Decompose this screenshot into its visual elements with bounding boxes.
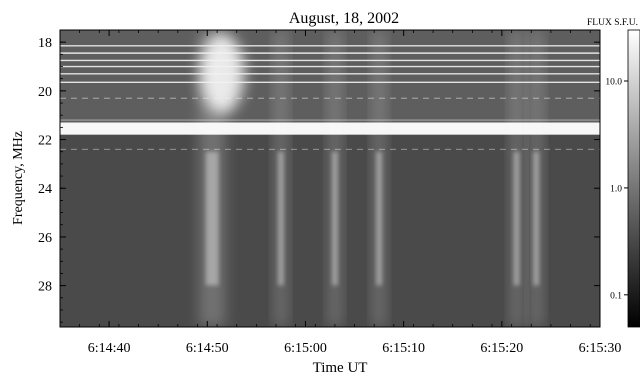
y-axis-label: Frequency, MHz (11, 131, 26, 225)
plot-frame (59, 29, 601, 328)
x-tick-label: 6:14:50 (186, 341, 229, 356)
colorbar-tick-label: 0.1 (610, 291, 622, 301)
emission-core (205, 151, 219, 286)
emission-core (277, 151, 284, 286)
colorbar-tick-label: 1.0 (610, 184, 622, 194)
chart-title: August, 18, 2002 (289, 10, 399, 27)
spectrogram-area (60, 30, 600, 327)
y-tick-label: 18 (38, 36, 52, 51)
y-tick-label: 20 (38, 85, 52, 100)
x-tick-label: 6:15:00 (284, 341, 327, 356)
y-tick-label: 28 (38, 280, 52, 295)
interference-band (60, 122, 600, 135)
emission-core (533, 151, 540, 286)
x-axis: 6:14:40 6:14:50 6:15:00 6:15:10 6:15:20 6:15:… (59, 30, 622, 356)
x-tick-label: 6:15:30 (579, 341, 622, 356)
y-axis: 18 20 22 24 26 28 (38, 36, 600, 323)
colorbar (627, 29, 640, 328)
x-axis-label: Time UT (313, 360, 368, 376)
emission-features (60, 30, 600, 327)
x-tick-label: 6:15:10 (382, 341, 425, 356)
colorbar-tick-label: 10.0 (605, 78, 622, 88)
y-tick-label: 22 (38, 134, 52, 149)
emission-core (513, 151, 520, 286)
y-tick-label: 24 (38, 182, 52, 197)
emission-core (376, 151, 383, 286)
interference-lines (60, 45, 600, 150)
x-tick-label: 6:15:20 (480, 341, 523, 356)
colorbar-label: FLUX S.F.U. (587, 18, 638, 28)
colorbar-ticks: 10.0 1.0 0.1 (605, 78, 628, 301)
x-tick-label: 6:14:40 (88, 341, 131, 356)
y-tick-label: 26 (38, 231, 52, 246)
emission-core (331, 151, 338, 286)
